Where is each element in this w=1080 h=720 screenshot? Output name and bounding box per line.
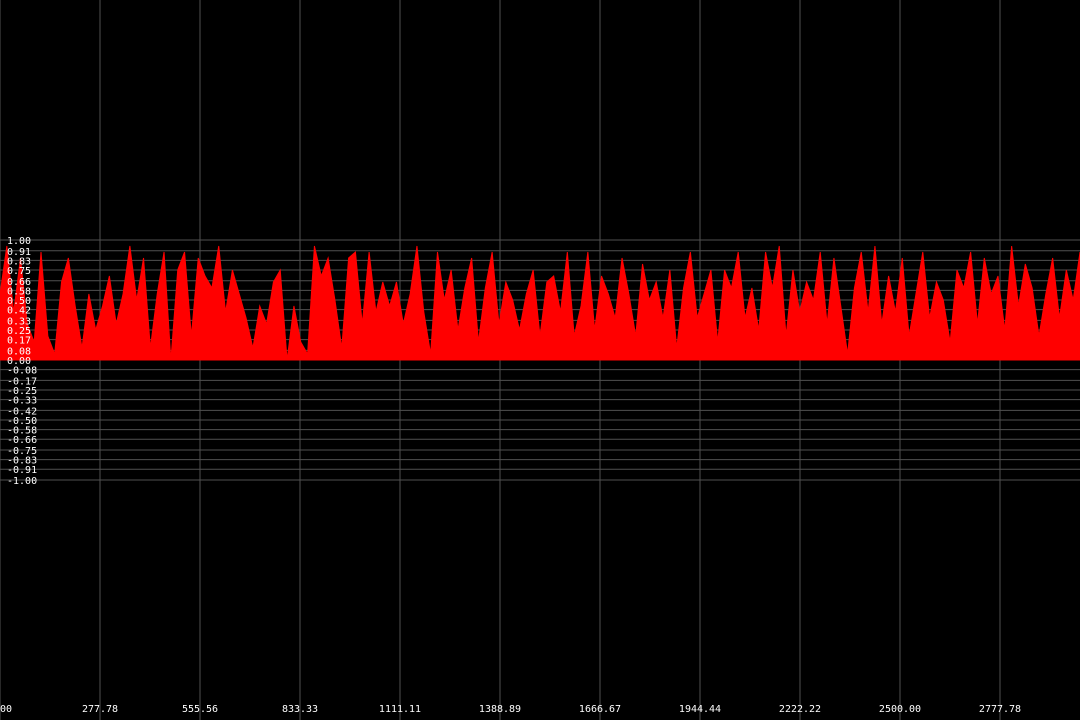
y-tick-label: -0.91 — [7, 465, 37, 476]
y-tick-label: 0.42 — [7, 306, 31, 317]
x-tick-label: 2777.78 — [979, 704, 1021, 715]
y-tick-label: -0.83 — [7, 456, 37, 467]
y-tick-label: 0.91 — [7, 247, 31, 258]
y-tick-label: 1.00 — [7, 236, 31, 247]
x-tick-label: 1944.44 — [679, 704, 721, 715]
y-tick-label: -0.50 — [7, 416, 37, 427]
y-tick-label: -0.66 — [7, 435, 37, 446]
y-tick-label: 0.17 — [7, 336, 31, 347]
x-tick-label: 2222.22 — [779, 704, 821, 715]
x-tick-label: 555.56 — [182, 704, 218, 715]
x-tick-label: 1111.11 — [379, 704, 421, 715]
x-axis-tick-labels: 0.00 277.78 555.56 833.33 1111.11 1388.89 1666… — [0, 704, 1021, 715]
y-tick-label: 0.50 — [7, 296, 31, 307]
y-tick-label: -1.00 — [7, 476, 37, 487]
y-tick-label: 0.83 — [7, 256, 31, 267]
y-tick-label: 0.25 — [7, 326, 31, 337]
y-tick-label: 0.66 — [7, 277, 31, 288]
y-axis-tick-labels: 1.000.910.830.750.660.580.500.420.330.25… — [7, 236, 37, 487]
y-tick-label: -0.33 — [7, 396, 37, 407]
y-tick-label: 0.58 — [7, 286, 31, 297]
x-tick-label: 0.00 — [0, 704, 12, 715]
y-tick-label: -0.17 — [7, 376, 37, 387]
x-tick-label: 1388.89 — [479, 704, 521, 715]
y-tick-label: 0.33 — [7, 316, 31, 327]
x-tick-label: 2500.00 — [879, 704, 921, 715]
x-tick-label: 1666.67 — [579, 704, 621, 715]
y-tick-label: -0.58 — [7, 426, 37, 437]
y-tick-label: -0.25 — [7, 386, 37, 397]
x-tick-label: 833.33 — [282, 704, 318, 715]
y-tick-label: -0.08 — [7, 366, 37, 377]
y-tick-label: -0.75 — [7, 446, 37, 457]
x-tick-label: 277.78 — [82, 704, 118, 715]
y-tick-label: 0.75 — [7, 266, 31, 277]
y-tick-label: 0.08 — [7, 346, 31, 357]
y-tick-label: -0.42 — [7, 406, 37, 417]
y-tick-label: 0.00 — [7, 356, 31, 367]
area-series — [0, 245, 1080, 361]
area-series-layer — [0, 245, 1080, 361]
